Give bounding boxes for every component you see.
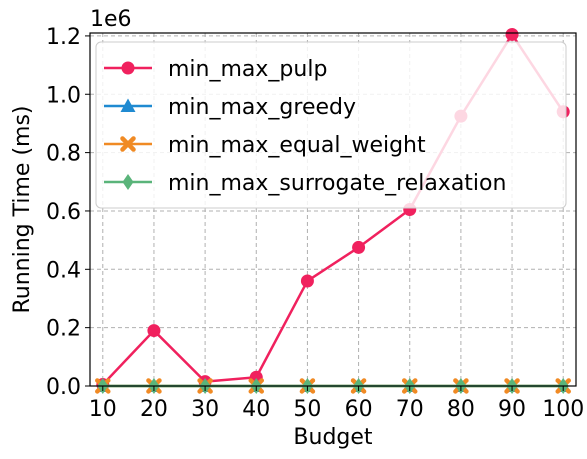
legend-label: min_max_surrogate_relaxation (168, 171, 506, 196)
x-tick-label: 70 (396, 397, 424, 422)
legend-label: min_max_equal_weight (168, 133, 426, 158)
legend-entry: min_max_surrogate_relaxation (104, 171, 506, 196)
y-tick-label: 0.4 (46, 258, 81, 283)
legend-marker (120, 98, 136, 112)
legend: min_max_pulp min_max_greedy min_max_equal_… (95, 41, 567, 209)
x-tick-label: 40 (242, 397, 270, 422)
legend-entry: min_max_pulp (104, 57, 327, 82)
y-tick-label: 0.8 (46, 142, 81, 167)
x-axis-ticks: 10 20 30 40 50 60 70 80 90 100 (89, 386, 584, 422)
x-tick-label: 80 (447, 397, 475, 422)
y-tick-label: 1.0 (46, 83, 81, 108)
y-offset-label: 1e6 (90, 7, 132, 32)
legend-marker (120, 136, 136, 152)
legend-label: min_max_greedy (168, 95, 356, 120)
y-tick-label: 1.2 (46, 25, 81, 50)
y-axis-label: Running Time (ms) (10, 105, 35, 313)
x-axis-label: Budget (293, 425, 373, 450)
x-tick-label: 20 (140, 397, 168, 422)
data-point (147, 324, 161, 338)
legend-entry: min_max_equal_weight (104, 133, 426, 158)
legend-entry: min_max_greedy (104, 95, 356, 120)
legend-box (95, 41, 567, 209)
x-tick-label: 50 (293, 397, 321, 422)
legend-marker (122, 174, 134, 190)
data-point (352, 240, 366, 254)
y-tick-label: 0.0 (46, 375, 81, 400)
axes-frame (89, 32, 577, 387)
legend-marker (121, 61, 135, 75)
data-point (300, 274, 314, 288)
x-tick-label: 60 (345, 397, 373, 422)
y-tick-label: 0.6 (46, 200, 81, 225)
x-tick-label: 90 (498, 397, 526, 422)
x-tick-label: 100 (542, 397, 584, 422)
x-tick-label: 30 (191, 397, 219, 422)
legend-label: min_max_pulp (168, 57, 327, 82)
y-axis-ticks: 0.0 0.2 0.4 0.6 0.8 1.0 1.2 (46, 25, 90, 400)
x-tick-label: 10 (89, 397, 117, 422)
y-tick-label: 0.2 (46, 317, 81, 342)
data-point (505, 27, 519, 41)
